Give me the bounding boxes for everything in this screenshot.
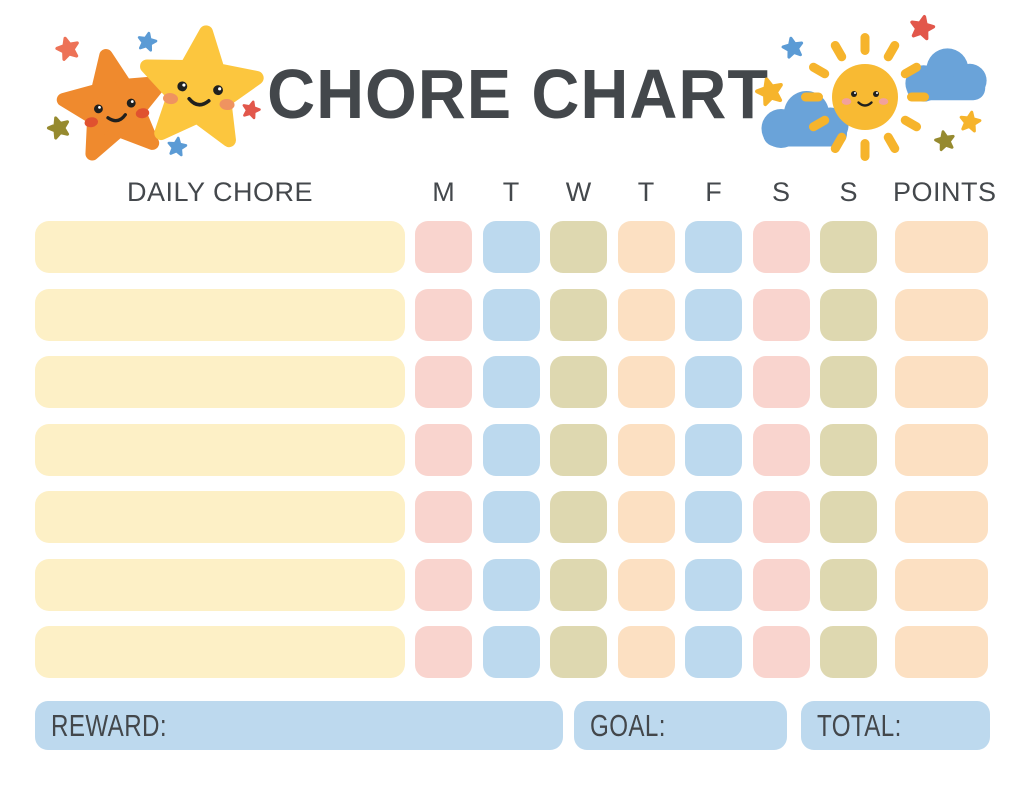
- day-header-4: T: [637, 177, 655, 207]
- day-header-2: T: [502, 177, 520, 207]
- goal-box[interactable]: GOAL:: [574, 701, 787, 750]
- day-cell[interactable]: [550, 221, 607, 273]
- points-cell[interactable]: [895, 626, 988, 678]
- small-blue-star-icon: [166, 135, 189, 157]
- day-cell[interactable]: [752, 626, 810, 678]
- day-cell[interactable]: [415, 356, 472, 408]
- day-cell[interactable]: [415, 559, 472, 611]
- points-cell[interactable]: [895, 559, 988, 611]
- day-cell[interactable]: [752, 221, 810, 273]
- day-cell[interactable]: [820, 356, 877, 408]
- day-cell[interactable]: [685, 221, 742, 273]
- chore-name-field[interactable]: [35, 289, 405, 341]
- day-cell[interactable]: [820, 289, 877, 341]
- chore-name-field[interactable]: [35, 221, 405, 273]
- sun-icon: [801, 33, 929, 161]
- chore-name-field[interactable]: [35, 356, 405, 408]
- day-cell[interactable]: [685, 289, 742, 341]
- total-label: TOTAL:: [817, 708, 902, 743]
- points-cell[interactable]: [895, 221, 988, 273]
- day-cell[interactable]: [415, 221, 472, 273]
- small-blue-star-icon: [780, 34, 806, 60]
- yellow-star-icon: [140, 27, 261, 143]
- small-olive-star-icon: [932, 128, 957, 152]
- day-header-1: M: [432, 177, 455, 207]
- day-cell[interactable]: [482, 626, 540, 678]
- daily-chore-header: DAILY CHORE: [126, 177, 314, 207]
- points-cell[interactable]: [895, 491, 988, 543]
- day-header-7: S: [839, 177, 858, 207]
- total-box[interactable]: TOTAL:: [801, 701, 990, 750]
- day-cell[interactable]: [752, 289, 810, 341]
- reward-box[interactable]: REWARD:: [35, 701, 563, 750]
- chore-name-field[interactable]: [35, 491, 405, 543]
- small-red-star-icon: [907, 12, 937, 42]
- day-cell[interactable]: [617, 626, 675, 678]
- page-title: CHORE CHART: [267, 55, 769, 133]
- small-blue-star-icon: [135, 30, 159, 53]
- points-cell[interactable]: [895, 289, 988, 341]
- reward-label: REWARD:: [51, 708, 168, 743]
- day-cell[interactable]: [550, 424, 607, 476]
- day-header-5: F: [705, 177, 722, 207]
- day-cell[interactable]: [617, 356, 675, 408]
- points-cell[interactable]: [895, 424, 988, 476]
- day-cell[interactable]: [415, 424, 472, 476]
- day-cell[interactable]: [550, 356, 607, 408]
- goal-label: GOAL:: [590, 708, 666, 743]
- day-cell[interactable]: [550, 626, 607, 678]
- day-cell[interactable]: [482, 424, 540, 476]
- points-header: POINTS: [893, 177, 997, 207]
- day-header-6: S: [771, 177, 790, 207]
- stars-decoration: [44, 18, 265, 168]
- day-cell[interactable]: [550, 289, 607, 341]
- day-cell[interactable]: [617, 424, 675, 476]
- sun-clouds-decoration: [752, 12, 987, 161]
- day-cell[interactable]: [820, 559, 877, 611]
- day-cell[interactable]: [685, 424, 742, 476]
- day-cell[interactable]: [685, 626, 742, 678]
- day-cell[interactable]: [685, 356, 742, 408]
- day-cell[interactable]: [617, 289, 675, 341]
- day-cell[interactable]: [550, 491, 607, 543]
- day-cell[interactable]: [617, 221, 675, 273]
- day-cell[interactable]: [752, 424, 810, 476]
- day-cell[interactable]: [685, 559, 742, 611]
- day-cell[interactable]: [415, 289, 472, 341]
- day-cell[interactable]: [752, 356, 810, 408]
- day-cell[interactable]: [482, 559, 540, 611]
- points-cell[interactable]: [895, 356, 988, 408]
- day-header-3: W: [565, 177, 592, 207]
- day-cell[interactable]: [482, 289, 540, 341]
- day-cell[interactable]: [752, 559, 810, 611]
- chore-name-field[interactable]: [35, 626, 405, 678]
- day-cell[interactable]: [685, 491, 742, 543]
- chore-name-field[interactable]: [35, 424, 405, 476]
- orange-star-icon: [57, 47, 171, 157]
- day-cell[interactable]: [820, 626, 877, 678]
- small-yellow-star-icon: [957, 109, 983, 134]
- day-cell[interactable]: [820, 491, 877, 543]
- day-cell[interactable]: [482, 221, 540, 273]
- day-cell[interactable]: [415, 626, 472, 678]
- day-cell[interactable]: [415, 491, 472, 543]
- day-cell[interactable]: [550, 559, 607, 611]
- day-cell[interactable]: [752, 491, 810, 543]
- day-cell[interactable]: [617, 559, 675, 611]
- chore-name-field[interactable]: [35, 559, 405, 611]
- day-cell[interactable]: [820, 424, 877, 476]
- day-cell[interactable]: [617, 491, 675, 543]
- day-cell[interactable]: [482, 356, 540, 408]
- day-cell[interactable]: [820, 221, 877, 273]
- day-cell[interactable]: [482, 491, 540, 543]
- small-yellow-star-icon: [752, 74, 787, 108]
